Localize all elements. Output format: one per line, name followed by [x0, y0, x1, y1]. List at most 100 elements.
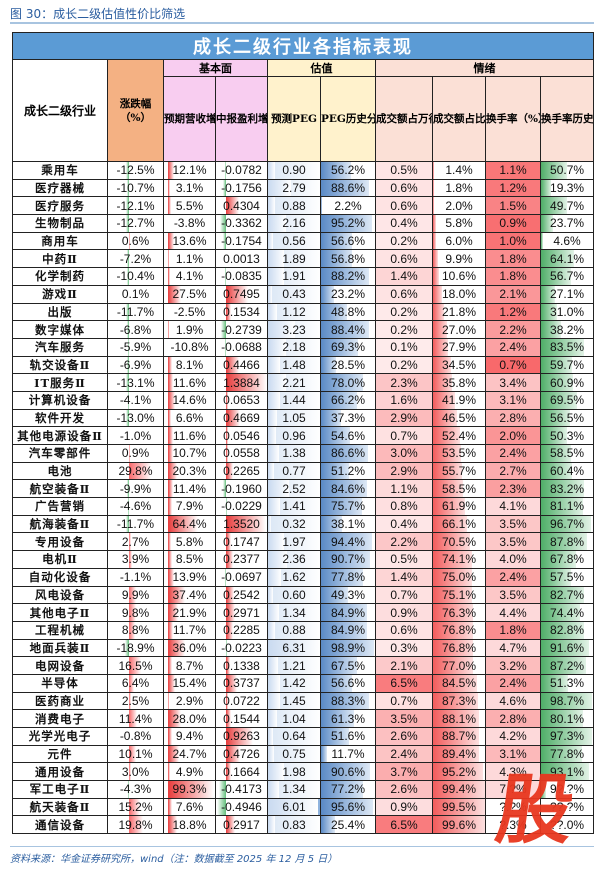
cell-text: 1.2%	[499, 304, 527, 319]
cell-name: 商用车	[12, 231, 108, 251]
data-bar	[224, 268, 227, 285]
cell-text: 69.3%	[330, 340, 366, 355]
data-bar	[541, 551, 577, 568]
data-bar	[128, 710, 138, 727]
table-row: 轨交设备Ⅱ -6.9% 8.1% 0.4466 1.48 28.5% 0.2% 34.5% 0.…	[12, 355, 595, 375]
cell-text: 0.43	[282, 287, 306, 302]
data-bar	[268, 303, 278, 320]
data-bar	[268, 746, 275, 762]
cell-text: 84.6%	[330, 481, 366, 496]
data-bar	[218, 781, 227, 798]
data-bar	[226, 693, 229, 709]
cell-profit: 0.2265	[215, 461, 268, 481]
cell-rev: 5.5%	[163, 196, 216, 216]
table-row: 工程机械 8.8% 11.7% 0.2285 0.88 84.9% 0.6% 76.8% 1.8…	[12, 620, 595, 640]
cell-tr-pct: 27.1%	[539, 284, 595, 304]
cell-name: 汽车零部件	[12, 444, 108, 463]
cell-text: 60.4%	[550, 464, 585, 479]
cell-text: 0.83	[282, 817, 306, 832]
cell-peg-pct: 56.8%	[320, 249, 376, 269]
cell-text: 2.4%	[390, 747, 418, 762]
cell-tr: 0.9%	[485, 214, 541, 233]
cell-ts-pct: 95.2%	[432, 762, 486, 782]
cell-text: 4.0%	[499, 552, 527, 567]
data-bar	[128, 675, 134, 692]
cell-name: 乘用车	[12, 161, 108, 180]
cell-text: 2.3%	[499, 481, 527, 496]
data-bar	[268, 445, 280, 462]
cell-name: 电机Ⅱ	[12, 550, 108, 569]
data-bar	[128, 816, 144, 833]
data-bar	[268, 180, 291, 196]
cell-profit: -0.4946	[215, 797, 268, 817]
cell-change: -11.7%	[107, 514, 164, 534]
cell-profit: 0.9263	[215, 727, 268, 746]
data-bar	[222, 180, 227, 196]
cell-text: 汽车零部件	[28, 446, 92, 461]
data-bar	[541, 427, 568, 444]
cell-ts-pct: 61.9%	[432, 497, 486, 516]
cell-tr-pct: 4.6%	[539, 231, 595, 251]
cell-ts: 2.4%	[375, 744, 433, 764]
cell-text: 0.1%	[390, 340, 418, 355]
cell-text: 1.4%	[445, 163, 473, 178]
cell-ts: 1.4%	[375, 567, 433, 587]
cell-text: 3.5%	[499, 534, 527, 549]
cell-rev: -2.5%	[163, 302, 216, 322]
data-bar	[541, 180, 552, 196]
table-row: 医药商业 2.5% 2.9% 0.0722 1.45 88.3% 0.7% 87.3% 4.6%…	[12, 691, 595, 711]
cell-ts: 1.1%	[375, 479, 433, 499]
cell-text: 4.6%	[553, 234, 581, 249]
data-bar	[226, 392, 229, 409]
cell-change: -11.7%	[107, 302, 164, 322]
cell-ts-pct: 58.5%	[432, 479, 486, 499]
cell-text: 88.7%	[441, 729, 477, 744]
cell-ts: 2.3%	[375, 373, 433, 392]
data-bar	[321, 480, 367, 497]
cell-text: 2.18	[282, 340, 306, 355]
cell-text: 58.5%	[441, 481, 477, 496]
data-bar	[433, 357, 451, 373]
cell-peg: 1.34	[267, 780, 321, 799]
cell-text: 1.41	[282, 499, 306, 514]
cell-change: -13.1%	[107, 373, 164, 392]
cell-text: 16.5%	[118, 658, 153, 673]
cell-ts-pct: 55.7%	[432, 461, 486, 481]
data-bar	[268, 799, 318, 815]
cell-peg: 0.96	[267, 426, 321, 445]
cell-tr-pct: ??.0%	[539, 815, 595, 835]
cell-change: -0.8%	[107, 727, 164, 746]
cell-text: 0.9%	[390, 605, 418, 620]
table-row: IT服务Ⅱ -13.1% 11.6% 1.3884 2.21 78.0% 2.3% 35.8%…	[12, 373, 595, 392]
cell-text: 数字媒体	[35, 322, 85, 337]
cell-tr: 2.2%	[485, 320, 541, 339]
data-bar	[433, 250, 439, 267]
data-bar	[128, 799, 141, 815]
cell-text: 2.2%	[499, 322, 527, 337]
cell-rev: 64.4%	[163, 514, 216, 534]
table-row: 汽车服务 -5.9% -10.8% -0.0688 2.18 69.3% 0.1% 27.9%…	[12, 337, 595, 357]
data-bar	[433, 816, 485, 833]
cell-peg-pct: 77.2%	[320, 780, 376, 799]
cell-ts-pct: 77.0%	[432, 656, 486, 675]
cell-text: 11.4%	[172, 481, 207, 496]
cell-peg: 1.98	[267, 762, 321, 782]
cell-change: 2.5%	[107, 691, 164, 711]
cell-peg: 0.56	[267, 231, 321, 251]
cell-name: 中药Ⅱ	[12, 249, 108, 269]
cell-peg-pct: 75.7%	[320, 497, 376, 516]
cell-text: 0.4669	[223, 410, 260, 425]
header-turnover-share: 成交额占万得全A比（%）	[375, 76, 433, 162]
cell-text: 2.6%	[390, 782, 418, 797]
data-bar	[433, 516, 468, 532]
cell-text: 59.7%	[550, 357, 585, 372]
cell-text: 49.3%	[330, 587, 366, 602]
cell-ts: 0.2%	[375, 231, 433, 251]
cell-ts-pct: 1.8%	[432, 178, 486, 198]
data-bar	[541, 604, 580, 621]
cell-text: 51.3%	[550, 676, 585, 691]
cell-text: 1.3520	[223, 517, 260, 532]
cell-text: 0.1534	[223, 304, 260, 319]
cell-rev: 5.8%	[163, 532, 216, 552]
cell-text: -1.1%	[119, 570, 152, 585]
